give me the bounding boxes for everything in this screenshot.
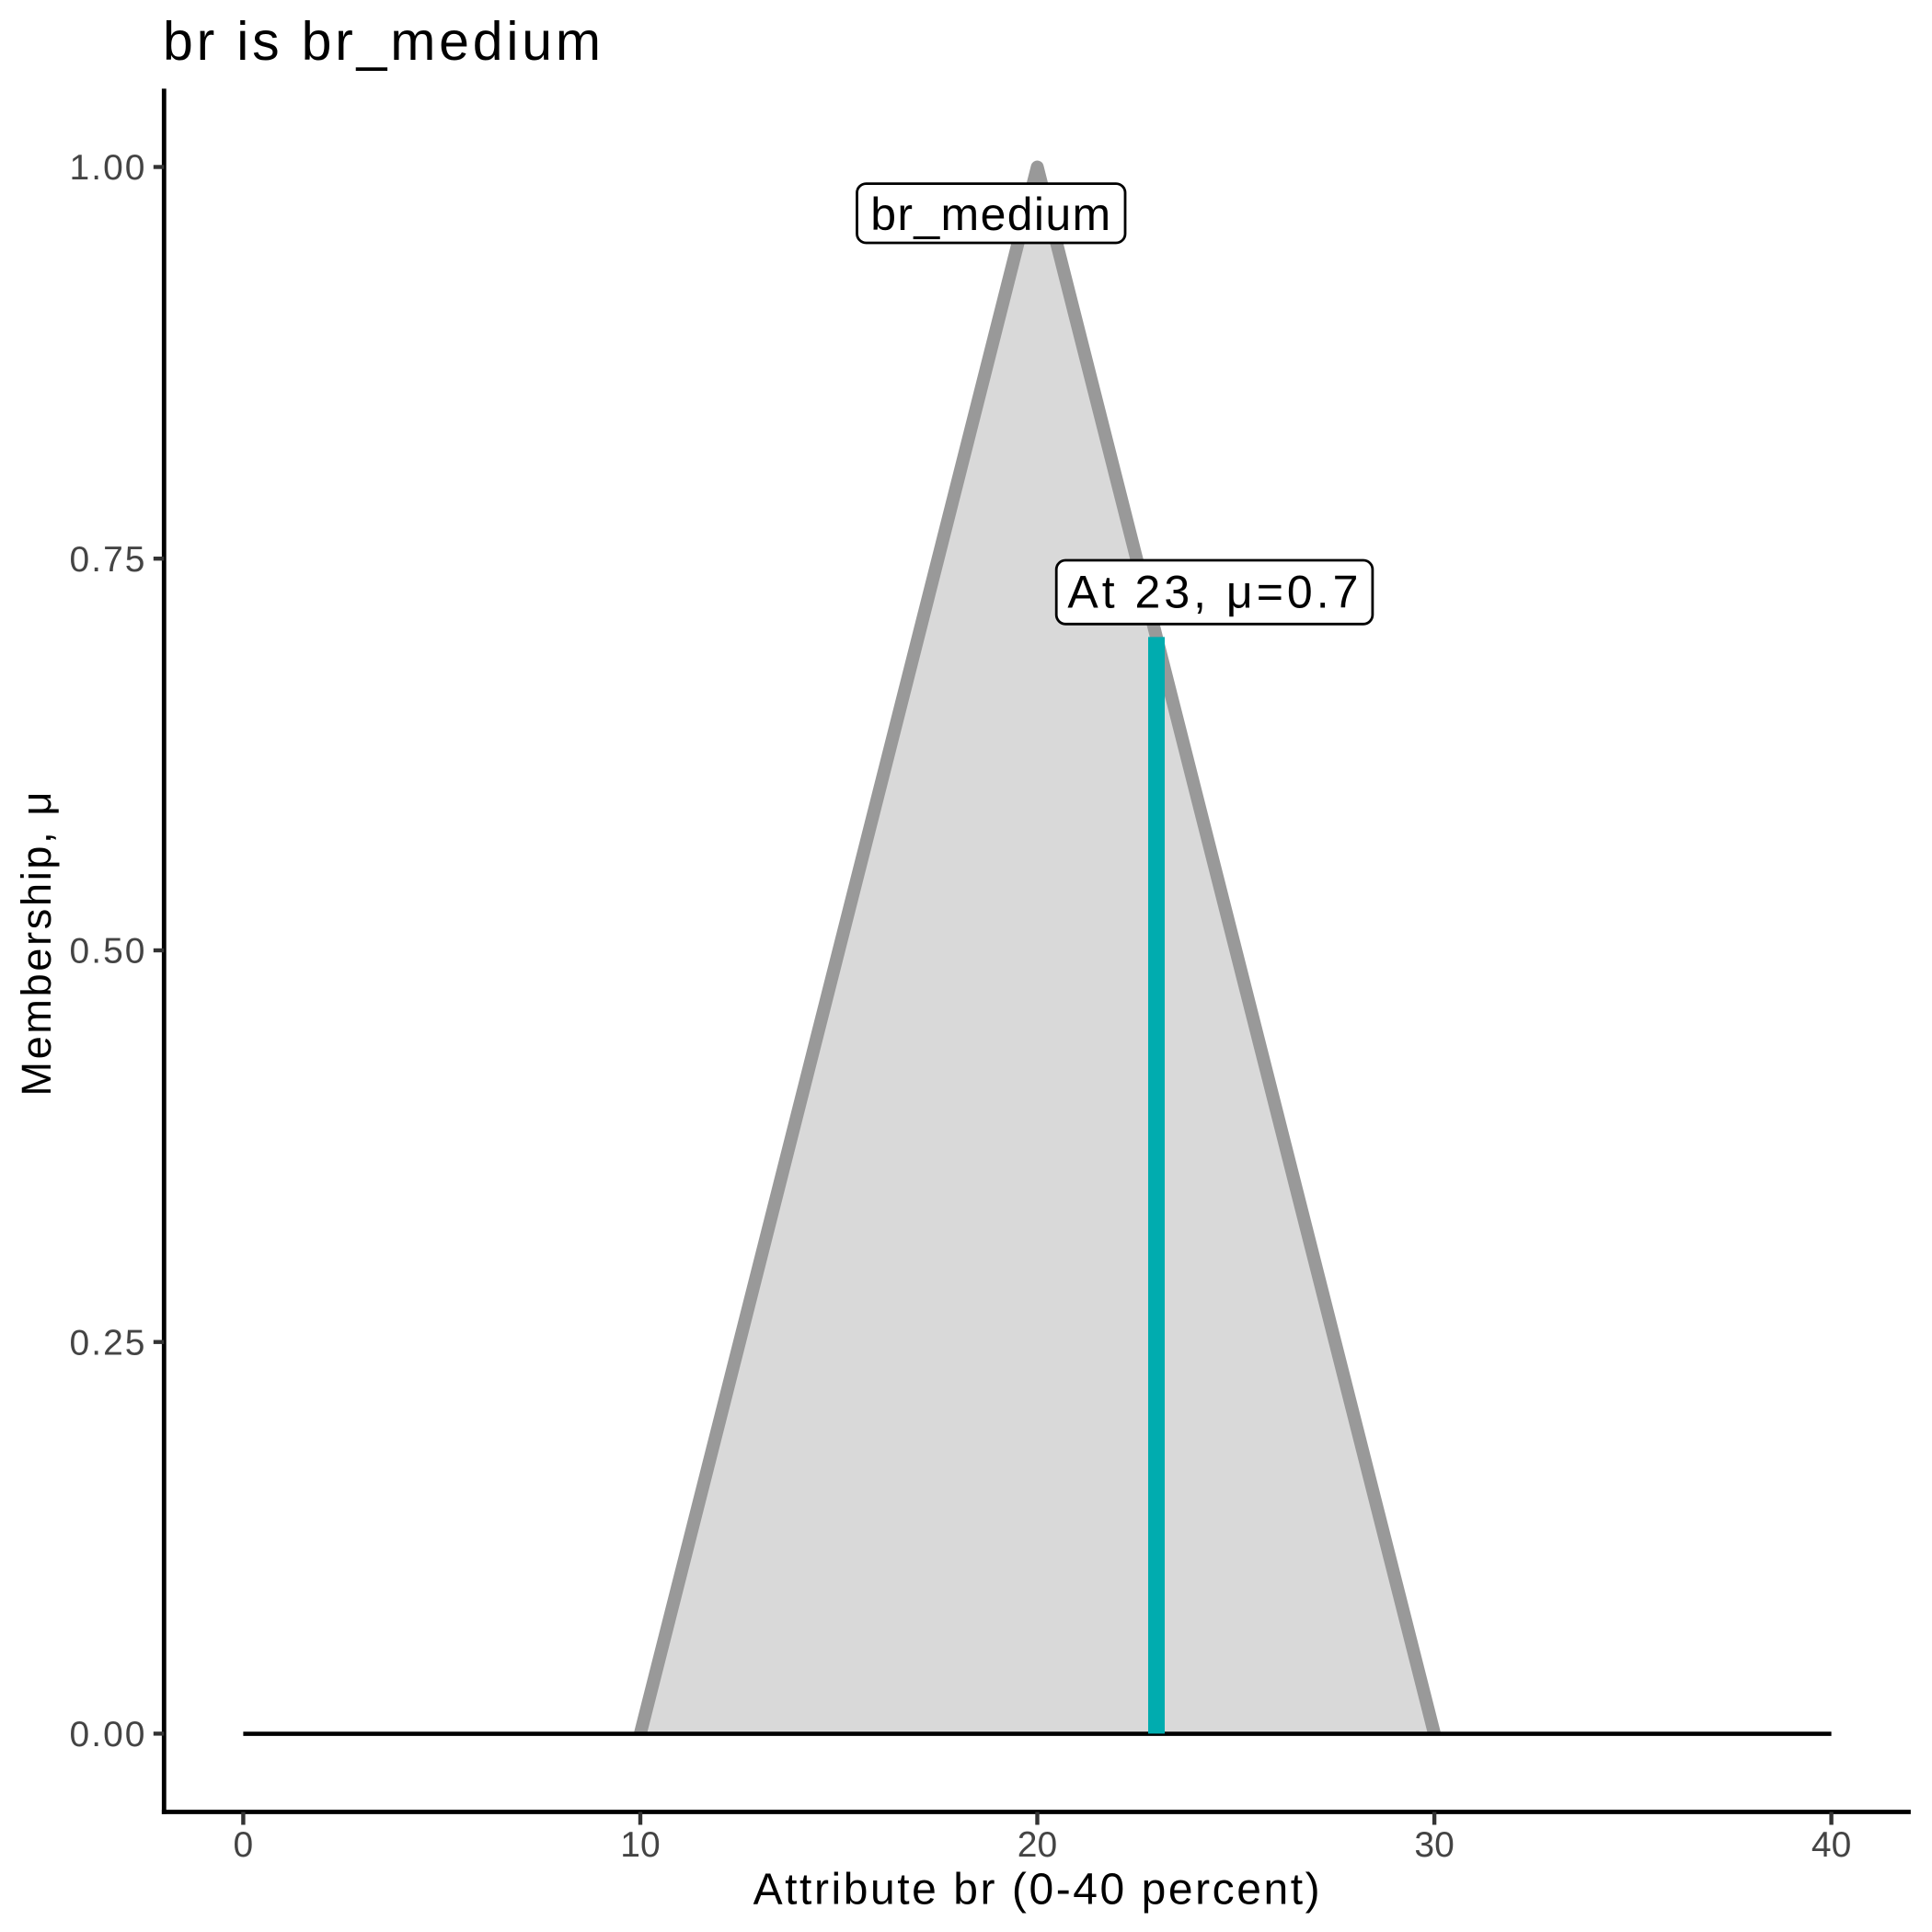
svg-text:1.00: 1.00: [70, 148, 145, 188]
svg-text:0.75: 0.75: [70, 540, 145, 580]
svg-text:30: 30: [1414, 1825, 1454, 1865]
svg-text:Attribute br (0-40 percent): Attribute br (0-40 percent): [753, 1866, 1320, 1915]
svg-text:br_medium: br_medium: [870, 189, 1110, 240]
svg-text:40: 40: [1811, 1825, 1851, 1865]
svg-text:0.00: 0.00: [70, 1715, 145, 1754]
svg-text:0: 0: [234, 1825, 254, 1865]
svg-text:0.25: 0.25: [70, 1323, 145, 1363]
svg-text:20: 20: [1018, 1825, 1057, 1865]
svg-text:br is br_medium: br is br_medium: [163, 11, 601, 72]
svg-text:Membership, μ: Membership, μ: [13, 792, 60, 1097]
svg-text:10: 10: [620, 1825, 660, 1865]
svg-text:0.50: 0.50: [70, 932, 145, 972]
